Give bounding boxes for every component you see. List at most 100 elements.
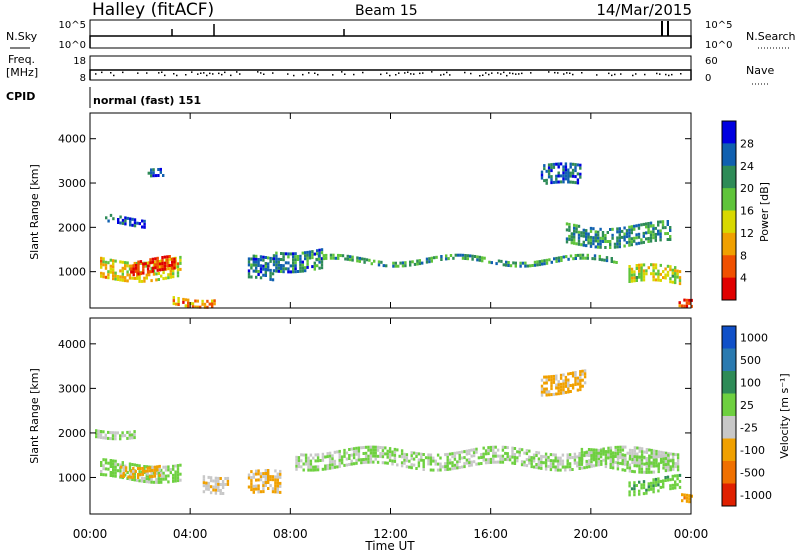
heatmap-cell bbox=[562, 177, 565, 181]
heatmap-cell bbox=[160, 471, 163, 475]
heatmap-cell bbox=[209, 485, 213, 489]
heatmap-cell bbox=[576, 455, 579, 459]
heatmap-cell bbox=[537, 457, 541, 461]
heatmap-cell bbox=[300, 459, 303, 463]
heatmap-cell bbox=[570, 235, 573, 239]
heatmap-cell bbox=[133, 224, 137, 228]
heatmap-cell bbox=[124, 464, 127, 468]
heatmap-cell bbox=[296, 270, 300, 273]
heatmap-cell bbox=[652, 236, 655, 240]
heatmap-cell bbox=[492, 457, 495, 461]
heatmap-cell bbox=[487, 449, 490, 453]
heatmap-cell bbox=[601, 231, 605, 234]
heatmap-cell bbox=[643, 450, 646, 454]
heatmap-cell bbox=[650, 461, 653, 465]
heatmap-cell bbox=[547, 393, 551, 397]
heatmap-cell bbox=[540, 460, 543, 464]
heatmap-cell bbox=[409, 263, 412, 267]
heatmap-cell bbox=[309, 459, 313, 463]
heatmap-cell bbox=[355, 461, 358, 465]
heatmap-cell bbox=[137, 272, 140, 276]
heatmap-cell bbox=[456, 463, 459, 467]
heatmap-cell bbox=[441, 465, 445, 469]
power-heatmap bbox=[100, 162, 693, 309]
heatmap-cell bbox=[599, 245, 602, 249]
heatmap-cell bbox=[140, 476, 144, 480]
heatmap-cell bbox=[272, 260, 276, 264]
heatmap-cell bbox=[559, 162, 563, 166]
heatmap-cell bbox=[207, 484, 210, 488]
heatmap-cell bbox=[250, 470, 253, 474]
noise-left-tick-top: 10^5 bbox=[59, 20, 86, 31]
heatmap-cell bbox=[404, 261, 407, 265]
heatmap-cell bbox=[269, 475, 272, 479]
heatmap-cell bbox=[386, 461, 389, 465]
heatmap-cell bbox=[145, 273, 148, 277]
heatmap-cell bbox=[626, 466, 629, 470]
heatmap-cell bbox=[328, 463, 332, 467]
heatmap-cell bbox=[657, 275, 660, 279]
nave-point bbox=[185, 74, 187, 76]
heatmap-cell bbox=[156, 265, 159, 269]
heatmap-cell bbox=[252, 263, 255, 267]
heatmap-cell bbox=[669, 226, 672, 229]
heatmap-feature bbox=[565, 220, 672, 249]
heatmap-cell bbox=[212, 479, 215, 483]
heatmap-cell bbox=[133, 221, 137, 225]
nave-point bbox=[398, 72, 400, 74]
heatmap-cell bbox=[567, 257, 570, 261]
heatmap-cell bbox=[569, 171, 572, 175]
heatmap-cell bbox=[279, 490, 282, 494]
heatmap-cell bbox=[247, 263, 251, 267]
heatmap-cell bbox=[409, 260, 412, 264]
heatmap-cell bbox=[100, 256, 103, 260]
heatmap-cell bbox=[552, 459, 555, 463]
heatmap-cell bbox=[259, 276, 263, 280]
heatmap-cell bbox=[250, 485, 253, 489]
heatmap-cell bbox=[343, 448, 346, 452]
heatmap-cell bbox=[543, 259, 546, 263]
heatmap-cell bbox=[623, 459, 627, 463]
heatmap-cell bbox=[496, 454, 500, 458]
heatmap-cell bbox=[120, 465, 123, 469]
heatmap-cell bbox=[147, 171, 150, 175]
nave-point bbox=[635, 73, 637, 75]
heatmap-cell bbox=[550, 375, 553, 379]
heatmap-cell bbox=[569, 162, 572, 166]
heatmap-cell bbox=[154, 257, 157, 261]
heatmap-cell bbox=[451, 455, 454, 459]
heatmap-cell bbox=[580, 462, 584, 466]
heatmap-cell bbox=[336, 465, 339, 469]
nave-point bbox=[497, 72, 499, 74]
heatmap-cell bbox=[172, 296, 175, 300]
heatmap-cell bbox=[615, 261, 618, 264]
heatmap-cell bbox=[530, 462, 533, 466]
heatmap-cell bbox=[119, 215, 122, 219]
heatmap-cell bbox=[554, 465, 557, 469]
heatmap-cell bbox=[671, 483, 674, 487]
heatmap-cell bbox=[633, 493, 636, 497]
heatmap-cell bbox=[132, 273, 135, 277]
heatmap-cell bbox=[664, 466, 668, 470]
heatmap-cell bbox=[511, 455, 514, 459]
heatmap-cell bbox=[104, 263, 108, 267]
heatmap-cell bbox=[123, 434, 127, 438]
heatmap-cell bbox=[300, 453, 303, 457]
heatmap-cell bbox=[429, 459, 433, 463]
heatmap-cell bbox=[647, 485, 650, 489]
heatmap-cell bbox=[173, 263, 176, 267]
heatmap-cell bbox=[669, 478, 672, 482]
heatmap-cell bbox=[394, 261, 397, 265]
heatmap-cell bbox=[138, 276, 141, 280]
heatmap-cell bbox=[384, 461, 387, 465]
heatmap-cell bbox=[124, 216, 127, 220]
heatmap-cell bbox=[257, 490, 260, 494]
heatmap-cell bbox=[662, 463, 665, 467]
nave-point bbox=[209, 72, 211, 75]
heatmap-cell bbox=[226, 476, 230, 480]
heatmap-cell bbox=[638, 449, 641, 453]
heatmap-cell bbox=[126, 273, 129, 277]
heatmap-cell bbox=[152, 168, 155, 172]
heatmap-cell bbox=[657, 229, 660, 233]
heatmap-cell bbox=[552, 374, 556, 378]
